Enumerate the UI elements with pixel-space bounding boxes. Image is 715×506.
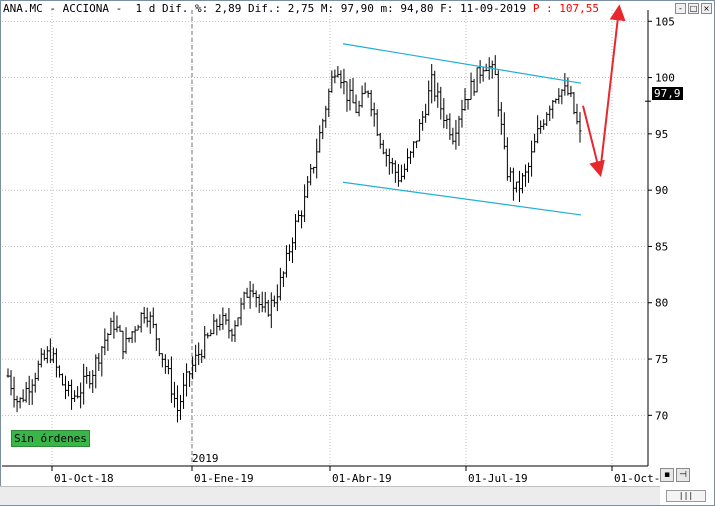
scroll-thumb[interactable]: ||| [666,490,706,502]
arrow-down [582,105,605,178]
target-price: P : 107,55 [532,2,600,15]
expand-icon[interactable]: ⊣ [676,468,690,482]
close-button[interactable]: × [701,3,712,14]
no-orders-badge: Sin órdenes [11,430,90,447]
bottom-tools: ▪ ⊣ [660,468,690,482]
channel-lower-line [342,181,582,216]
x-tick-label: 01-Oct-18 [54,472,114,485]
channel-upper-line [342,43,582,84]
y-tick-label: 95 [655,128,668,141]
y-tick-label: 75 [655,353,668,366]
y-tick-label: 100 [655,72,675,85]
x-tick-label: 01-Abr-19 [332,472,392,485]
x-tick-label: 01-Jul-19 [468,472,528,485]
year-label: 2019 [192,452,219,465]
y-tick-label: 70 [655,409,668,422]
x-tick-label: 01-Oct-19 [614,472,674,485]
save-icon[interactable]: ▪ [660,468,674,482]
time-scrollbar[interactable] [0,486,660,505]
y-tick-label: 90 [655,184,668,197]
chart-header: ANA.MC - ACCIONA - 1 d Dif. %: 2,89 Dif.… [3,2,599,15]
last-price-badge: 97,9 [652,87,683,100]
minimize-button[interactable]: - [675,3,686,14]
window-buttons: - □ × [675,3,712,14]
x-tick-label: 01-Ene-19 [194,472,254,485]
arrow-up [599,4,626,174]
maximize-button[interactable]: □ [688,3,699,14]
header-text: ANA.MC - ACCIONA - 1 d Dif. %: 2,89 Dif.… [3,2,533,15]
y-tick-label: 85 [655,240,668,253]
y-tick-label: 105 [655,15,675,28]
y-tick-label: 80 [655,297,668,310]
